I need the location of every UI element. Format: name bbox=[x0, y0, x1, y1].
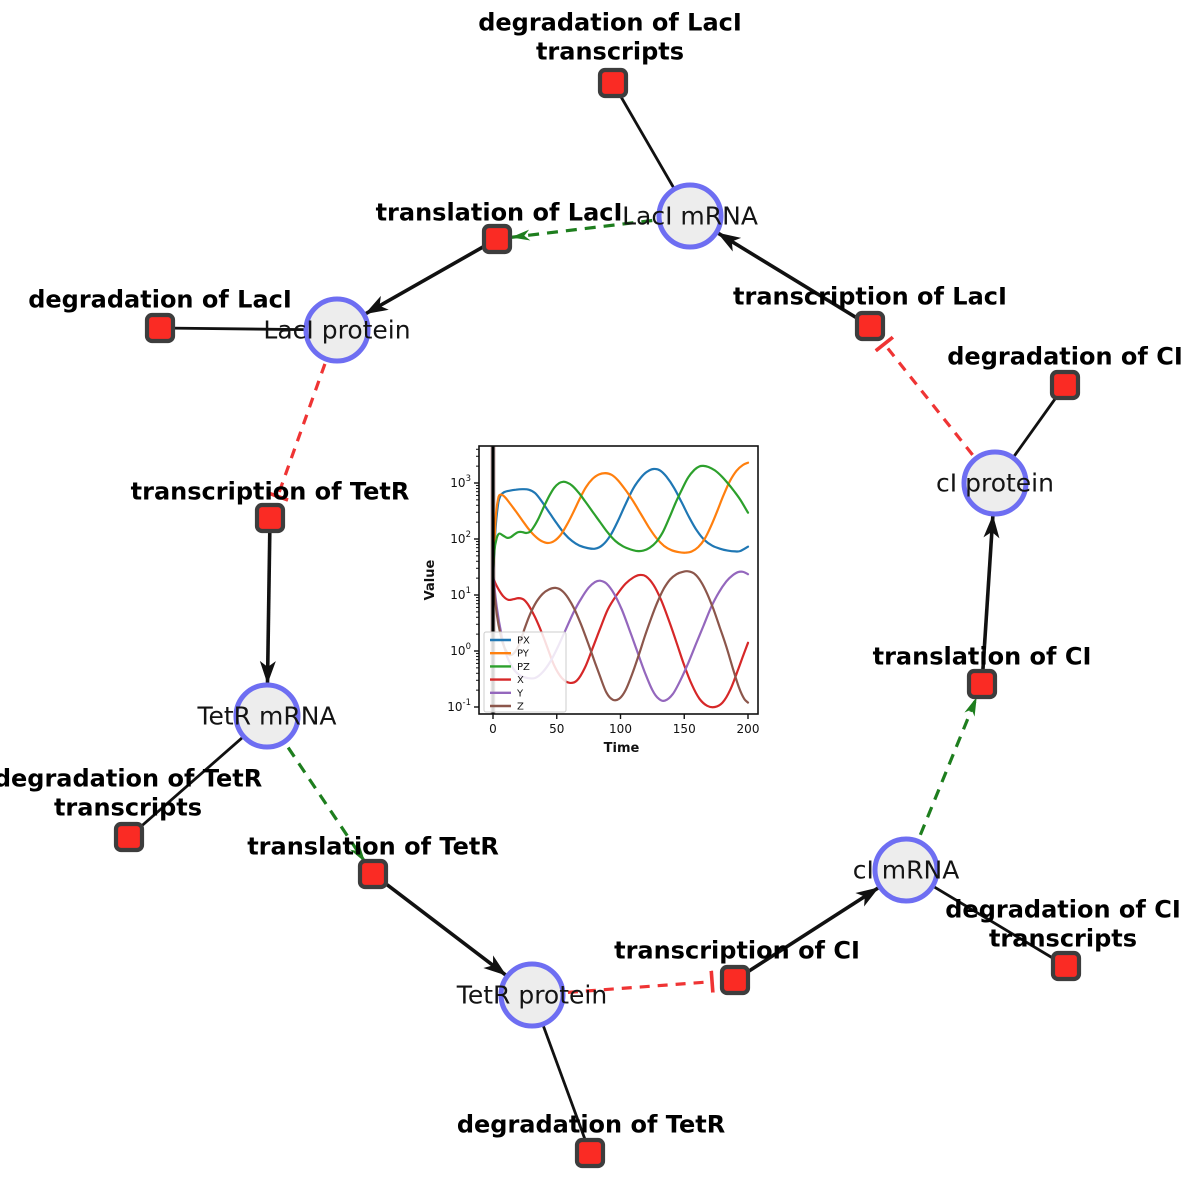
reaction-node-translation-laci[interactable] bbox=[481, 223, 513, 255]
reaction-node-transcription-ci[interactable] bbox=[719, 964, 751, 996]
reaction-node-translation-tetr[interactable] bbox=[357, 858, 389, 890]
legend-entry-PX: PX bbox=[517, 636, 530, 647]
edge-production-translation-tetr-to-tetr-protein bbox=[371, 872, 507, 977]
reaction-node-deg-ci[interactable] bbox=[1049, 369, 1081, 401]
y-tick-label: 101 bbox=[450, 586, 471, 602]
x-tick-label: 200 bbox=[737, 722, 760, 736]
x-axis-title: Time bbox=[604, 741, 640, 756]
species-node-laci-mrna[interactable] bbox=[656, 182, 724, 250]
x-tick-label: 100 bbox=[609, 722, 632, 736]
y-axis-title: Value bbox=[423, 559, 438, 600]
legend-entry-PZ: PZ bbox=[517, 662, 530, 673]
timecourse-plot: 0 50 100 150 200 10-1 100 101 102 103 Time Value PX P… bbox=[420, 430, 780, 770]
edge-production-translation-laci-to-laci-protein bbox=[364, 237, 498, 316]
reaction-node-deg-laci-transcripts[interactable] bbox=[597, 67, 629, 99]
series-line-PZ bbox=[491, 464, 750, 580]
y-tick-label: 103 bbox=[450, 474, 471, 490]
legend-entry-PY: PY bbox=[517, 649, 530, 660]
species-node-tetr-protein[interactable] bbox=[498, 961, 566, 1029]
edge-inhibition-ci-protein-to-transcription-laci bbox=[874, 335, 997, 484]
edge-inhibition-tetr-protein-to-transcription-ci bbox=[531, 970, 715, 997]
edge-production-transcription-laci-to-laci-mrna bbox=[717, 231, 871, 328]
species-node-tetr-mrna[interactable] bbox=[233, 682, 301, 750]
x-tick-label: 150 bbox=[673, 722, 696, 736]
series-line-X bbox=[491, 573, 750, 709]
reaction-node-deg-laci[interactable] bbox=[144, 312, 176, 344]
x-tick-label: 0 bbox=[489, 722, 497, 736]
species-node-laci-protein[interactable] bbox=[303, 296, 371, 364]
y-tick-label: 10-1 bbox=[447, 698, 471, 714]
x-tick-label: 50 bbox=[549, 722, 564, 736]
edge-production-transcription-ci-to-ci-mrna bbox=[734, 886, 880, 982]
edge-inhibition-laci-protein-to-transcription-tetr bbox=[266, 329, 339, 502]
edge-modifier-ci-mrna-to-translation-ci bbox=[904, 696, 978, 871]
y-tick-label: 102 bbox=[450, 530, 471, 546]
edge-production-transcription-tetr-to-tetr-mrna bbox=[259, 517, 276, 685]
series-line-PY bbox=[491, 461, 750, 580]
species-node-ci-protein[interactable] bbox=[961, 449, 1029, 517]
series-line-Z bbox=[491, 570, 750, 704]
reaction-node-deg-tetr[interactable] bbox=[574, 1137, 606, 1169]
reaction-node-transcription-laci[interactable] bbox=[854, 310, 886, 342]
edge-production-translation-ci-to-ci-protein bbox=[980, 514, 1000, 685]
reaction-node-deg-ci-transcripts[interactable] bbox=[1050, 950, 1082, 982]
legend-entry-Z: Z bbox=[517, 702, 524, 713]
species-node-ci-mrna[interactable] bbox=[872, 836, 940, 904]
reaction-node-deg-tetr-transcripts[interactable] bbox=[113, 821, 145, 853]
legend-entry-X: X bbox=[517, 675, 524, 686]
reaction-node-transcription-tetr[interactable] bbox=[254, 502, 286, 534]
legend-entry-Y: Y bbox=[516, 688, 524, 699]
reaction-node-translation-ci[interactable] bbox=[966, 668, 998, 700]
y-tick-label: 100 bbox=[450, 642, 471, 658]
